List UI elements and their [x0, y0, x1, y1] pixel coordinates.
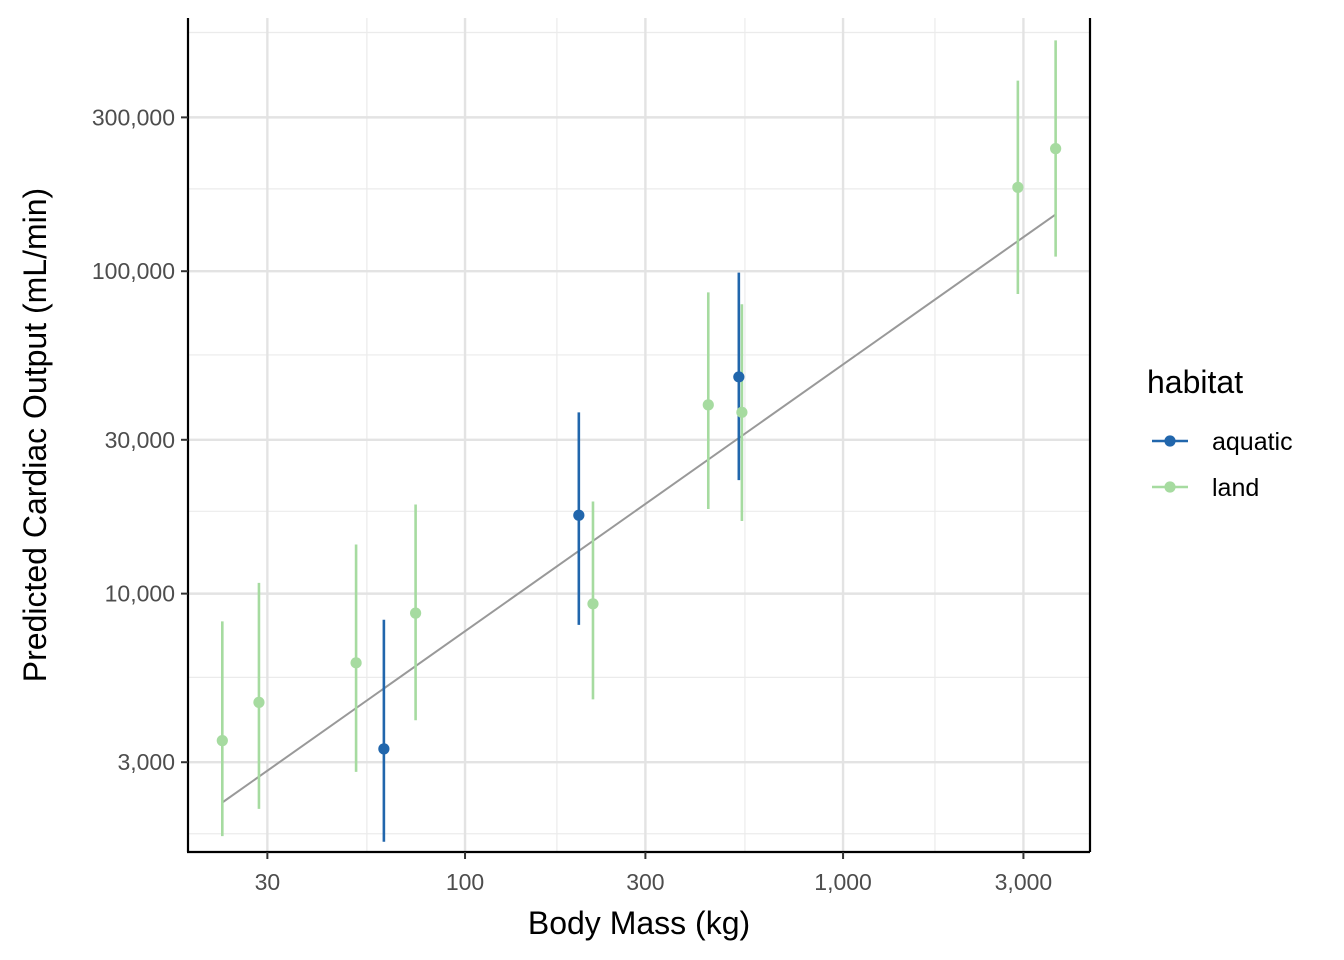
- x-axis-title: Body Mass (kg): [528, 905, 750, 941]
- x-tick-label: 3,000: [995, 869, 1053, 895]
- x-tick-label: 300: [626, 869, 664, 895]
- y-tick-label: 300,000: [92, 104, 175, 130]
- data-marks: [216, 40, 1062, 842]
- y-tick-label: 10,000: [105, 581, 175, 607]
- land-point: [736, 406, 748, 418]
- x-tick-labels: 30 100 300 1,000 3,000: [255, 852, 1053, 895]
- fit-line: [221, 213, 1057, 804]
- land-point: [702, 399, 714, 411]
- legend-title: habitat: [1147, 364, 1243, 400]
- land-point: [350, 657, 362, 669]
- legend-label-land: land: [1212, 474, 1259, 502]
- land-point: [409, 607, 422, 619]
- legend-key-point-aquatic: [1164, 435, 1176, 447]
- y-axis-title: Predicted Cardiac Output (mL/min): [17, 188, 53, 682]
- y-tick-label: 100,000: [92, 258, 175, 284]
- minor-gridlines: [188, 18, 1090, 852]
- land-point: [216, 735, 228, 747]
- aquatic-point: [573, 509, 585, 521]
- fit-line-layer: [221, 213, 1057, 804]
- major-gridlines: [188, 18, 1090, 852]
- x-tick-label: 1,000: [814, 869, 872, 895]
- x-tick-label: 100: [446, 869, 484, 895]
- legend-label-aquatic: aquatic: [1212, 428, 1293, 456]
- y-tick-label: 3,000: [117, 749, 175, 775]
- land-point: [253, 696, 265, 708]
- aquatic-point: [378, 743, 390, 755]
- plot-background: [188, 18, 1090, 852]
- x-tick-label: 30: [255, 869, 281, 895]
- y-tick-label: 30,000: [105, 427, 175, 453]
- legend: habitat aquatic land: [1147, 364, 1293, 502]
- land-point: [1050, 143, 1062, 155]
- legend-key-point-land: [1164, 481, 1176, 493]
- axis-lines: [186, 18, 1092, 854]
- y-tick-labels: 3,000 10,000 30,000 100,000 300,000: [92, 104, 188, 775]
- land-point: [587, 598, 599, 610]
- aquatic-point: [733, 371, 745, 383]
- land-point: [1012, 181, 1024, 193]
